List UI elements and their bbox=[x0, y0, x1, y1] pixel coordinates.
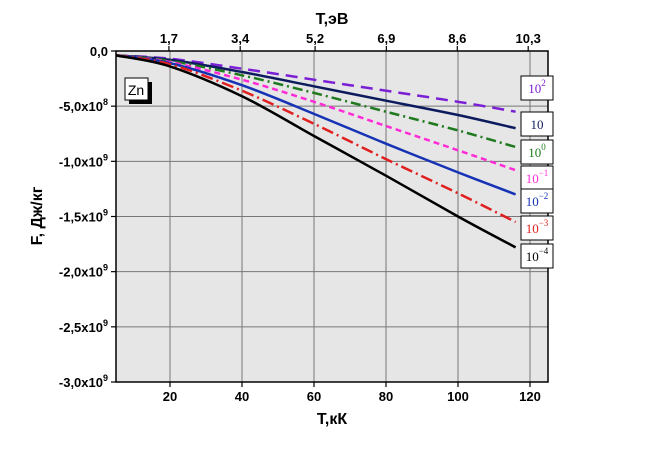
x-tick-label-4: 100 bbox=[447, 389, 469, 404]
legend-label-0: 102 bbox=[528, 78, 546, 96]
legend-item-0: 102 bbox=[520, 75, 554, 101]
grid bbox=[116, 51, 548, 382]
x-tick-label-5: 120 bbox=[519, 389, 541, 404]
legend-box-3 bbox=[520, 165, 554, 191]
legend-box-5 bbox=[520, 215, 554, 241]
x-axis-title: T,кК bbox=[317, 411, 347, 428]
x-axis-ticks: 20 40 60 80 100 120 bbox=[163, 382, 541, 404]
legend-label-4: 10−2 bbox=[526, 191, 549, 209]
series-layer bbox=[115, 54, 517, 249]
x-top-axis-ticks: 1,7 3,4 5,2 6,9 8,6 10,3 bbox=[160, 31, 541, 51]
legend-label-3: 10−1 bbox=[526, 168, 549, 186]
y-tick-label-2: -1,0x109 bbox=[59, 152, 108, 169]
legend-item-6: 10−4 bbox=[520, 243, 554, 269]
legend-item-3: 10−1 bbox=[520, 165, 554, 191]
series-line-6 bbox=[115, 54, 517, 249]
x-top-axis-title: T,эВ bbox=[316, 11, 349, 28]
legend-item-2: 100 bbox=[520, 139, 554, 165]
series-line-5 bbox=[115, 54, 517, 224]
y-axis-ticks: 0,0 -5,0x108 -1,0x109 -1,5x109 -2,0x109 -2,5x… bbox=[59, 44, 116, 390]
y-axis-title: F, Дж/кг bbox=[29, 186, 46, 245]
legend: 102 10 100 10−1 10−2 10−3 10−4 bbox=[520, 75, 554, 269]
zn-label: Zn bbox=[128, 82, 144, 98]
legend-box-6 bbox=[520, 243, 554, 269]
legend-box-0 bbox=[520, 75, 554, 101]
x-tick-label-0: 20 bbox=[163, 389, 177, 404]
x-top-tick-label-2: 5,2 bbox=[306, 31, 324, 46]
legend-label-5: 10−3 bbox=[526, 218, 549, 236]
legend-box-4 bbox=[520, 188, 554, 214]
y-tick-label-0: 0,0 bbox=[90, 44, 108, 59]
legend-box-1 bbox=[520, 111, 554, 137]
legend-label-6: 10−4 bbox=[526, 246, 549, 264]
x-top-tick-label-4: 8,6 bbox=[448, 31, 466, 46]
x-top-tick-label-3: 6,9 bbox=[377, 31, 395, 46]
legend-box-2 bbox=[520, 139, 554, 165]
y-tick-label-4: -2,0x109 bbox=[59, 263, 108, 280]
y-tick-label-1: -5,0x108 bbox=[59, 97, 108, 114]
legend-item-1: 10 bbox=[520, 111, 554, 137]
y-tick-label-6: -3,0x109 bbox=[59, 373, 108, 390]
x-top-tick-label-0: 1,7 bbox=[160, 31, 178, 46]
series-line-0 bbox=[115, 54, 516, 113]
legend-label-1: 10 bbox=[531, 117, 544, 132]
x-tick-label-3: 80 bbox=[379, 389, 393, 404]
legend-label-2: 100 bbox=[528, 142, 546, 160]
legend-item-4: 10−2 bbox=[520, 188, 554, 214]
x-tick-label-1: 40 bbox=[235, 389, 249, 404]
y-tick-label-3: -1,5x109 bbox=[59, 208, 108, 225]
x-top-tick-label-5: 10,3 bbox=[516, 31, 541, 46]
legend-item-5: 10−3 bbox=[520, 215, 554, 241]
x-top-tick-label-1: 3,4 bbox=[231, 31, 250, 46]
zn-annotation: Zn bbox=[124, 77, 152, 104]
y-tick-label-5: -2,5x109 bbox=[59, 318, 108, 335]
x-tick-label-2: 60 bbox=[307, 389, 321, 404]
